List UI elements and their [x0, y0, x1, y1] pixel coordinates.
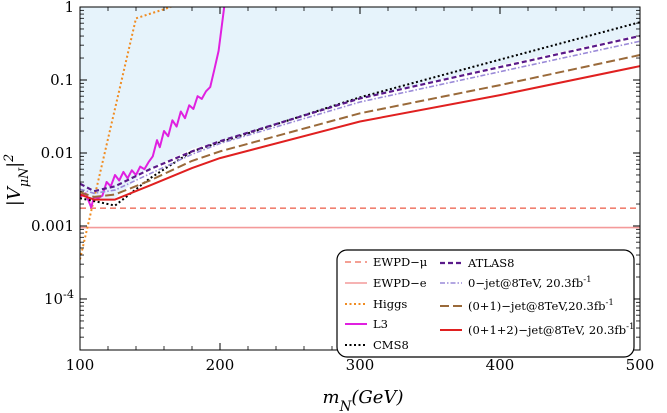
x-axis-label: mN(GeV) — [323, 387, 404, 413]
legend-label-2: Higgs — [373, 297, 407, 311]
legend-label-1: EWPD−e — [373, 276, 427, 290]
series-line-3 — [80, 7, 226, 209]
y-tick-label: 0.01 — [41, 144, 74, 162]
shaded-excluded-region — [80, 7, 640, 201]
y-tick-label: 0.001 — [31, 217, 74, 235]
legend-box — [336, 249, 635, 358]
y-tick-label: 1 — [64, 0, 74, 16]
legend-label-8: (0+1+2)−jet@8TeV, 20.3fb-1 — [468, 322, 634, 337]
legend-label-5: ATLAS8 — [467, 256, 514, 270]
shaded-region-layer — [80, 7, 640, 201]
series-layer — [80, 7, 640, 260]
y-tick-label: 0.1 — [50, 71, 74, 89]
x-tick-label: 300 — [346, 356, 375, 374]
legend: EWPD−μ EWPD−e Higgs L3 CMS8 ATLAS8 0−jet@8TeV,… — [336, 249, 635, 358]
x-tick-labels: 100 200 300 400 500 — [66, 356, 655, 374]
series-line-6 — [80, 40, 640, 195]
x-tick-label: 500 — [626, 356, 655, 374]
legend-label-7: (0+1)−jet@8TeV,20.3fb-1 — [468, 298, 614, 313]
series-line-5 — [80, 34, 640, 193]
series-line-2 — [80, 7, 172, 260]
y-tick-label: 10-4 — [44, 287, 74, 308]
x-tick-label: 400 — [486, 356, 515, 374]
y-axis-label: |VμN|2 — [1, 154, 31, 206]
legend-label-0: EWPD−μ — [373, 255, 428, 269]
y-tick-labels: 10-4 0.001 0.01 0.1 1 — [31, 0, 74, 308]
x-tick-label: 100 — [66, 356, 95, 374]
series-line-7 — [80, 54, 640, 198]
legend-label-3: L3 — [373, 317, 388, 331]
legend-label-4: CMS8 — [373, 338, 409, 352]
series-line-8 — [80, 65, 640, 201]
legend-label-6: 0−jet@8TeV, 20.3fb-1 — [468, 275, 592, 290]
x-tick-label: 200 — [206, 356, 235, 374]
